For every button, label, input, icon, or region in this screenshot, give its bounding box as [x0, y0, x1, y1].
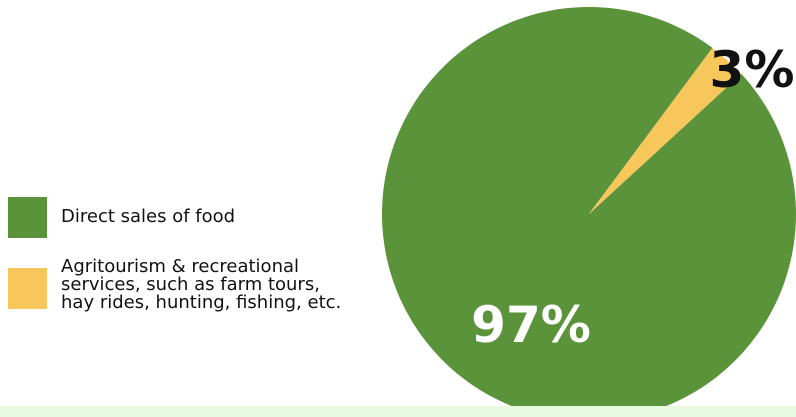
legend-swatch-agritourism [8, 268, 47, 309]
footer-band [0, 406, 796, 417]
pie-slice-agritourism [589, 47, 742, 214]
data-label-direct-sales-of-food: 97% [471, 296, 591, 354]
legend-label-direct-sales-of-food: Direct sales of food [61, 206, 236, 227]
legend-item-direct-sales-of-food: Direct sales of food [8, 197, 235, 238]
legend-item-agritourism: Agritourism & recreational services, suc… [8, 258, 341, 312]
legend-swatch-direct-sales-of-food [8, 197, 47, 238]
pie-slice-direct-sales-of-food [382, 6, 796, 417]
data-label-agritourism: 3% [710, 41, 795, 99]
legend-label-agritourism: Agritourism & recreational services, suc… [61, 256, 342, 313]
